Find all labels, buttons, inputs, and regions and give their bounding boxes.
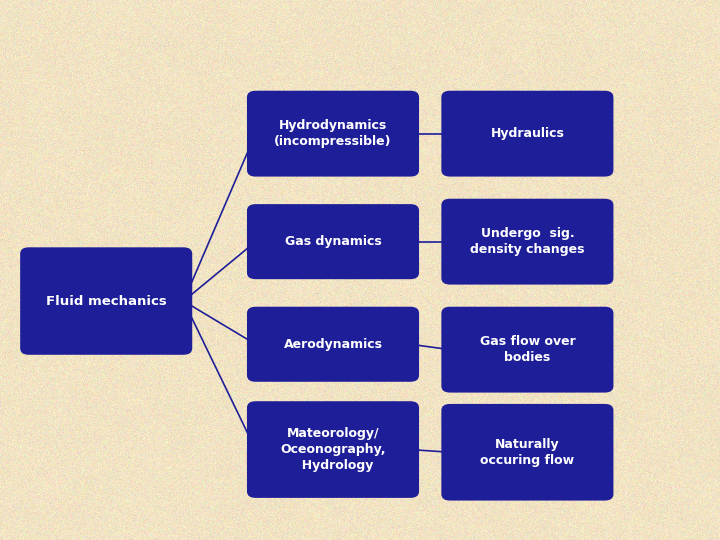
FancyBboxPatch shape [247,401,419,498]
Text: Fluid mechanics: Fluid mechanics [46,294,166,308]
Text: Aerodynamics: Aerodynamics [284,338,382,351]
FancyBboxPatch shape [20,247,192,355]
FancyBboxPatch shape [247,91,419,177]
FancyBboxPatch shape [441,404,613,501]
Text: Gas flow over
bodies: Gas flow over bodies [480,335,575,364]
Text: Undergo  sig.
density changes: Undergo sig. density changes [470,227,585,256]
FancyBboxPatch shape [247,204,419,279]
Text: Gas dynamics: Gas dynamics [284,235,382,248]
FancyBboxPatch shape [247,307,419,382]
Text: Hydrodynamics
(incompressible): Hydrodynamics (incompressible) [274,119,392,148]
Text: Naturally
occuring flow: Naturally occuring flow [480,438,575,467]
FancyBboxPatch shape [441,91,613,177]
Text: Mateorology/
Oceonography,
  Hydrology: Mateorology/ Oceonography, Hydrology [280,427,386,472]
FancyBboxPatch shape [441,199,613,285]
FancyBboxPatch shape [441,307,613,393]
Text: Hydraulics: Hydraulics [490,127,564,140]
